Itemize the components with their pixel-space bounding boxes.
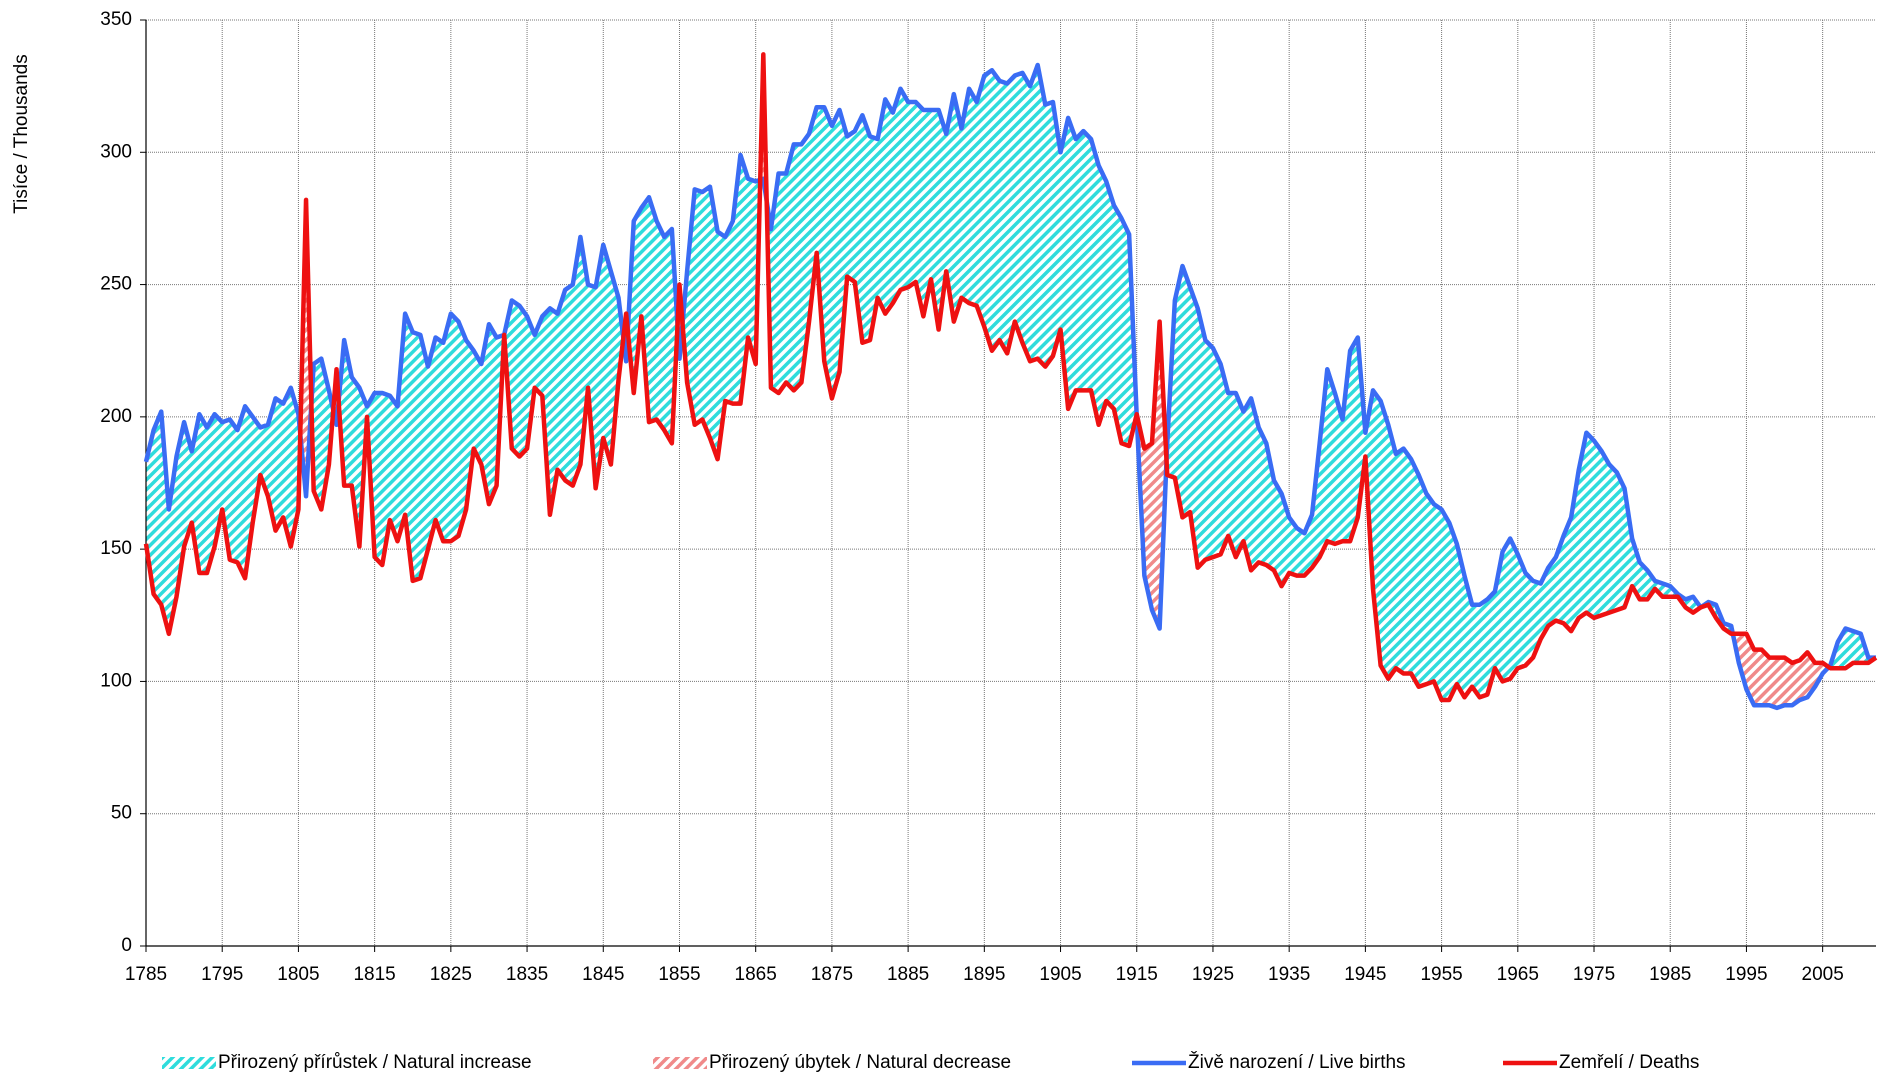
x-tick-label: 1875 (811, 964, 853, 985)
y-axis-title: Tisíce / Thousands (11, 54, 32, 213)
y-tick-label: 100 (100, 670, 132, 691)
x-tick-label: 1885 (887, 964, 929, 985)
y-tick-label: 200 (100, 406, 132, 427)
x-tick-label: 1825 (430, 964, 472, 985)
legend-label: Živě narození / Live births (1188, 1051, 1406, 1073)
x-tick-label: 1965 (1497, 964, 1539, 985)
legend-swatch (653, 1057, 707, 1069)
x-tick-label: 1935 (1268, 964, 1310, 985)
y-tick-label: 350 (100, 9, 132, 30)
x-tick-label: 1995 (1725, 964, 1767, 985)
x-tick-label: 1865 (735, 964, 777, 985)
x-tick-label: 1835 (506, 964, 548, 985)
x-tick-label: 1915 (1116, 964, 1158, 985)
x-tick-label: 1785 (125, 964, 167, 985)
x-tick-label: 1925 (1192, 964, 1234, 985)
legend-label: Přirozený přírůstek / Natural increase (218, 1052, 532, 1073)
x-tick-label: 1895 (963, 964, 1005, 985)
x-tick-label: 1985 (1649, 964, 1691, 985)
x-tick-label: 1905 (1039, 964, 1081, 985)
legend-label: Zemřelí / Deaths (1559, 1052, 1699, 1073)
x-tick-label: 1795 (201, 964, 243, 985)
y-tick-label: 150 (100, 538, 132, 559)
x-tick-label: 1945 (1344, 964, 1386, 985)
x-tick-label: 1805 (277, 964, 319, 985)
x-tick-label: 1975 (1573, 964, 1615, 985)
y-tick-label: 0 (121, 935, 132, 956)
legend-swatch (162, 1057, 216, 1069)
series-line (143, 62, 1876, 711)
x-tick-label: 1845 (582, 964, 624, 985)
y-tick-label: 50 (111, 803, 132, 824)
x-tick-label: 2005 (1802, 964, 1844, 985)
y-tick-label: 250 (100, 274, 132, 295)
x-tick-label: 1955 (1420, 964, 1462, 985)
x-tick-label: 1815 (353, 964, 395, 985)
series-line (143, 52, 1878, 703)
y-tick-label: 300 (100, 141, 132, 162)
x-tick-label: 1855 (658, 964, 700, 985)
legend-label: Přirozený úbytek / Natural decrease (709, 1052, 1011, 1073)
